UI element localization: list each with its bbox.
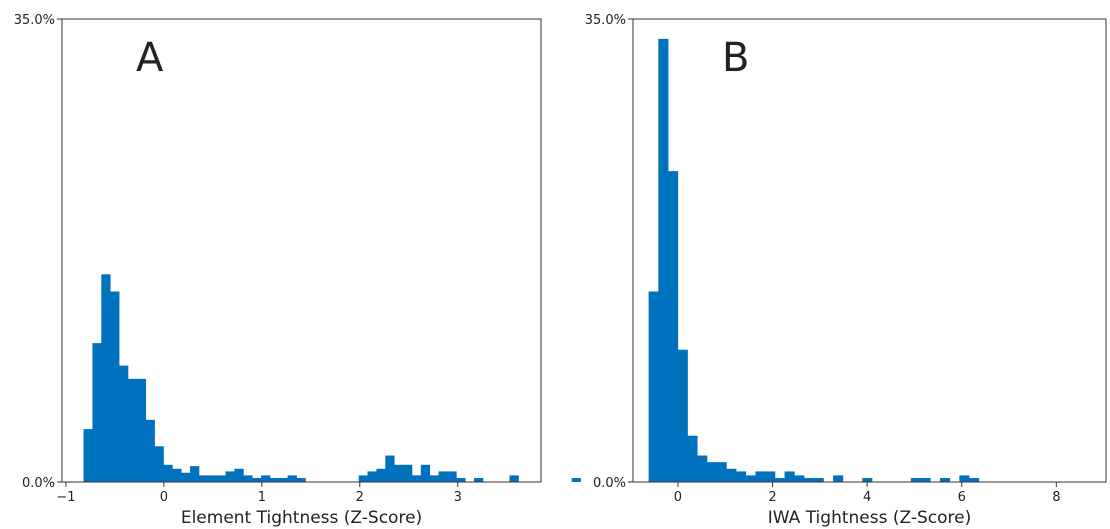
panel-b: 0 2 4 6 8 0.0% 35.0% IWA Tightness (Z-Score) B xyxy=(585,13,1107,528)
histogram-bar xyxy=(794,475,805,482)
histogram-bar xyxy=(394,464,404,482)
histogram-bar xyxy=(411,475,422,482)
histogram-bar xyxy=(833,475,844,482)
histogram-bar xyxy=(438,471,448,482)
y-tick-label: 35.0% xyxy=(585,13,626,28)
histogram-bar xyxy=(145,419,155,482)
histogram-bar xyxy=(668,171,679,482)
histogram-bar xyxy=(509,475,519,482)
histogram-bar xyxy=(571,478,581,482)
histogram-bar xyxy=(287,475,297,482)
histogram-bar xyxy=(648,291,659,482)
x-axis-label: Element Tightness (Z-Score) xyxy=(181,508,422,528)
histogram-bar xyxy=(429,475,439,482)
histogram-bar xyxy=(745,475,756,482)
histogram-bar xyxy=(225,471,235,482)
histogram-bar xyxy=(296,478,306,482)
histogram-bar xyxy=(677,349,688,482)
plot-frame xyxy=(632,18,1107,483)
x-tick-label: 2 xyxy=(356,490,364,505)
histogram-bar xyxy=(367,471,377,482)
histogram-bar xyxy=(939,478,951,482)
histogram-bar xyxy=(243,475,253,482)
x-tick-label: 1 xyxy=(258,490,266,505)
histogram-bar xyxy=(403,464,413,482)
histogram-bar xyxy=(207,475,218,482)
histogram-bar xyxy=(716,462,727,482)
histogram-bar xyxy=(376,468,386,482)
x-axis-label: IWA Tightness (Z-Score) xyxy=(768,508,971,528)
histogram-bar xyxy=(358,475,368,482)
histogram-bar xyxy=(261,475,271,482)
histogram-bar xyxy=(755,471,766,482)
histogram-bar xyxy=(456,478,466,482)
x-tick-label: 8 xyxy=(1052,490,1060,505)
histogram-bar xyxy=(658,38,669,483)
histogram-bar xyxy=(420,464,431,482)
histogram-bar xyxy=(92,343,102,482)
histogram-bar xyxy=(474,478,484,482)
histogram-bar xyxy=(234,468,244,482)
histogram-bar xyxy=(969,478,980,482)
x-tick-label: 4 xyxy=(863,490,871,505)
histogram-bar xyxy=(198,475,209,482)
histogram-bar xyxy=(83,429,93,482)
histogram-bar xyxy=(774,478,785,482)
x-tick-label: 6 xyxy=(958,490,966,505)
x-tick-label: 0 xyxy=(674,490,682,505)
histogram-bar xyxy=(269,478,280,482)
histogram-bar xyxy=(687,435,698,482)
histogram-bar xyxy=(447,471,457,482)
panel-label: A xyxy=(136,35,164,81)
histogram-bar xyxy=(190,466,200,482)
histogram-bar xyxy=(803,478,815,482)
y-tick-label: 35.0% xyxy=(14,13,55,28)
histogram-bar xyxy=(252,478,262,482)
histogram-bar xyxy=(154,446,164,482)
histogram-bar xyxy=(959,475,970,482)
histogram-bar xyxy=(862,478,873,482)
histogram-bar xyxy=(920,478,931,482)
histogram-bar xyxy=(726,468,737,482)
plot-frame xyxy=(61,18,542,483)
histogram-bar xyxy=(910,478,921,482)
x-tick-label: −1 xyxy=(56,490,75,505)
histogram-bar xyxy=(385,455,395,482)
histogram-bar xyxy=(119,365,129,482)
y-tick-label: 0.0% xyxy=(593,476,626,491)
histogram-bar xyxy=(736,471,747,482)
panel-label: B xyxy=(722,35,749,81)
panel-a: −1 0 1 2 3 0.0% 35.0% Element Tightness (Z-Scor… xyxy=(14,13,581,528)
histogram-bar xyxy=(697,455,708,482)
histogram-bar xyxy=(765,471,776,482)
histogram-bar xyxy=(181,472,191,482)
histogram-bar xyxy=(706,462,717,482)
histogram-bar xyxy=(127,378,138,482)
x-tick-label: 3 xyxy=(454,490,462,505)
x-tick-label: 2 xyxy=(768,490,776,505)
x-tick-label: 0 xyxy=(160,490,168,505)
histogram-bar xyxy=(136,378,147,482)
histogram-bar xyxy=(101,274,111,482)
y-tick-label: 0.0% xyxy=(22,476,55,491)
histogram-bar xyxy=(163,464,173,482)
histogram-bar xyxy=(110,291,120,482)
histogram-bar xyxy=(278,478,289,482)
histogram-bar xyxy=(172,468,182,482)
histogram-bar xyxy=(813,478,824,482)
histogram-bar xyxy=(784,471,795,482)
histogram-bar xyxy=(216,475,226,482)
